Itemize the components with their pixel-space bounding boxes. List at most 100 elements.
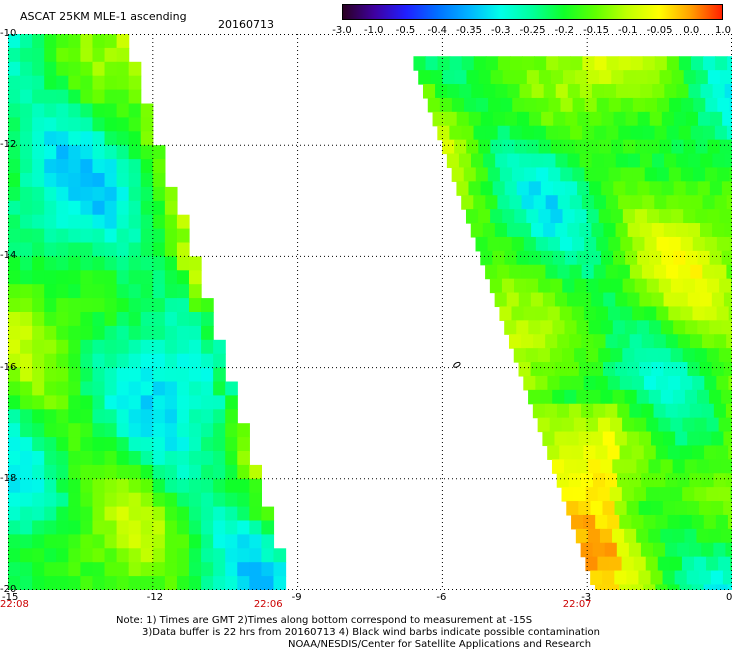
wind-cell <box>698 251 711 266</box>
wind-cell <box>591 293 604 308</box>
wind-cell <box>92 368 105 383</box>
wind-cell <box>80 368 93 383</box>
wind-cell <box>92 521 105 536</box>
wind-cell <box>20 117 33 131</box>
wind-cell <box>555 154 568 169</box>
wind-cell <box>634 557 647 572</box>
wind-cell <box>512 167 525 182</box>
wind-cell <box>8 159 21 174</box>
wind-cell <box>676 154 689 169</box>
wind-cell <box>105 409 118 424</box>
wind-cell <box>44 534 57 549</box>
wind-cell <box>632 306 645 321</box>
wind-cell <box>464 167 477 182</box>
wind-cell <box>129 145 142 160</box>
wind-cell <box>695 209 708 224</box>
wind-cell <box>153 298 166 313</box>
wind-cell <box>630 195 643 210</box>
wind-cell <box>685 459 698 474</box>
wind-cell <box>117 507 130 521</box>
wind-cell <box>591 362 604 377</box>
wind-cell <box>717 306 730 321</box>
wind-cell <box>637 251 650 266</box>
wind-cell <box>189 423 202 438</box>
wind-cell <box>20 48 33 63</box>
wind-cell <box>551 70 564 85</box>
y-tick-label: -10 <box>0 29 16 39</box>
wind-cell <box>615 362 628 377</box>
wind-cell <box>80 104 93 119</box>
wind-cell <box>141 326 154 341</box>
wind-cell <box>141 382 154 397</box>
wind-cell <box>153 521 166 536</box>
wind-cell <box>594 126 607 140</box>
wind-cell <box>165 312 178 327</box>
wind-cell <box>683 348 696 363</box>
wind-cell <box>579 362 592 377</box>
wind-cell <box>249 534 262 549</box>
wind-cell <box>658 557 671 572</box>
wind-cell <box>129 576 142 590</box>
wind-cell <box>20 131 33 146</box>
wind-cell <box>710 181 723 196</box>
wind-cell <box>527 70 540 85</box>
wind-cell <box>575 140 588 155</box>
wind-cell <box>723 571 732 586</box>
wind-cell <box>68 312 81 327</box>
wind-cell <box>690 334 703 349</box>
wind-cell <box>574 348 587 363</box>
wind-cell <box>8 48 21 63</box>
wind-cell <box>633 98 646 113</box>
wind-cell <box>608 445 621 460</box>
wind-cell <box>651 501 664 516</box>
wind-cell <box>655 126 668 140</box>
wind-cell <box>704 376 717 391</box>
wind-cell <box>572 306 585 321</box>
wind-cell <box>44 354 57 369</box>
wind-cell <box>153 451 166 466</box>
wind-cell <box>153 326 166 341</box>
wind-cell <box>630 265 643 280</box>
wind-cells <box>8 34 732 590</box>
wind-cell <box>105 507 118 521</box>
wind-cell <box>44 326 57 341</box>
wind-cell <box>153 173 166 188</box>
wind-cell <box>92 479 105 494</box>
wind-cell <box>667 584 680 590</box>
wind-cell <box>490 209 503 224</box>
wind-cell <box>486 126 499 140</box>
wind-cell <box>165 548 178 563</box>
wind-cell <box>20 493 33 508</box>
wind-cell <box>105 465 118 480</box>
wind-cell <box>105 229 118 244</box>
wind-cell <box>68 576 81 590</box>
wind-cell <box>44 507 57 521</box>
wind-cell <box>724 223 732 238</box>
wind-cell <box>201 354 214 369</box>
wind-cell <box>80 465 93 480</box>
wind-cell <box>468 181 481 196</box>
wind-cell <box>676 223 689 238</box>
wind-cell <box>691 56 704 71</box>
wind-cell <box>469 112 482 127</box>
wind-cell <box>499 306 512 321</box>
wind-cell <box>668 306 681 321</box>
wind-cell <box>141 187 154 202</box>
wind-cell <box>129 62 142 77</box>
wind-cell <box>548 306 561 321</box>
wind-cell <box>621 167 634 182</box>
wind-cell <box>177 548 190 563</box>
wind-cell <box>141 451 154 466</box>
wind-cell <box>466 70 479 85</box>
wind-cell <box>627 293 640 308</box>
wind-cell <box>32 62 45 77</box>
wind-cell <box>709 390 722 405</box>
wind-cell <box>80 437 93 452</box>
time-label: 22:07 <box>563 600 592 610</box>
wind-cell <box>153 201 166 216</box>
wind-cell <box>225 437 238 452</box>
wind-cell <box>625 320 638 335</box>
wind-cell <box>117 437 130 452</box>
wind-cell <box>8 326 21 341</box>
wind-cell <box>602 571 615 586</box>
